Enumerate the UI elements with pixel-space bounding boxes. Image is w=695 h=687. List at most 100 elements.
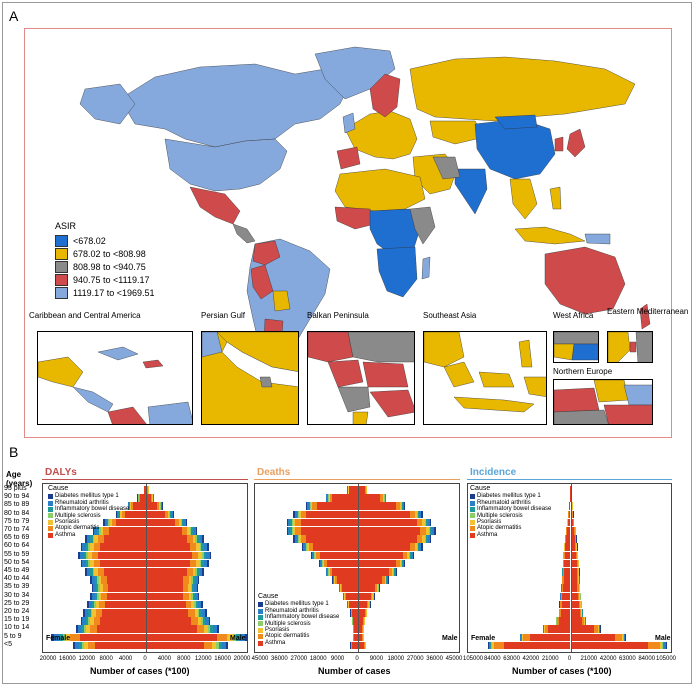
bar-female-segment — [94, 568, 98, 576]
legend-label: 940.75 to <1119.17 — [73, 274, 150, 285]
cause-legend-item: Rheumatoid arthritis — [258, 608, 339, 614]
bar-female-segment — [94, 535, 98, 543]
cause-legend-item: Asthma — [470, 532, 551, 538]
bar-male-segment — [421, 510, 423, 519]
cause-legend-title: Cause — [48, 485, 69, 492]
bar-male-segment — [576, 568, 579, 576]
bar-male-segment — [208, 617, 211, 625]
bar-male-segment — [662, 641, 664, 650]
bar-male-segment — [191, 576, 193, 584]
inset-northern-europe-map — [554, 380, 652, 424]
map-west-africa — [334, 206, 376, 230]
cause-swatch — [258, 614, 263, 620]
age-label: 60 to 64 — [4, 542, 30, 550]
bar-female-segment — [133, 502, 146, 510]
bar-female-segment — [349, 600, 358, 609]
bar-male-segment — [666, 641, 667, 650]
bar-male-segment — [384, 576, 386, 584]
bar-female-segment — [556, 617, 559, 625]
bar-female-segment — [96, 527, 100, 535]
bar-female-segment — [307, 502, 309, 510]
bar-female-segment — [91, 592, 95, 601]
bar-male-segment — [197, 576, 200, 584]
bar-female-segment — [109, 518, 112, 527]
bar-female-segment — [85, 617, 89, 625]
bar-female-segment — [301, 535, 307, 543]
bar-female-segment — [103, 518, 105, 527]
bar-female-segment — [103, 568, 146, 576]
cause-swatch — [258, 602, 263, 608]
bar-male-segment — [197, 592, 200, 601]
bar-female-segment — [321, 559, 322, 568]
bar-male-segment — [169, 510, 171, 519]
map-canada — [119, 63, 351, 148]
dalys-xlabel: Number of cases (*100) — [90, 666, 190, 676]
bar-male-segment — [570, 584, 578, 592]
bar-female-segment — [94, 576, 97, 584]
cause-legend-title: Cause — [258, 593, 279, 600]
bar-male-segment — [420, 527, 427, 535]
bar-female-segment — [94, 592, 97, 601]
bar-female-segment — [98, 592, 102, 601]
bar-male-segment — [403, 502, 405, 510]
bar-female-segment — [87, 535, 91, 543]
bar-female-segment — [311, 551, 313, 560]
bar-female-segment — [301, 527, 358, 535]
cause-swatch — [48, 519, 53, 525]
bar-male-segment — [421, 543, 423, 551]
bar-male-segment — [570, 559, 577, 568]
bar-female-segment — [299, 535, 302, 543]
bar-male-segment — [578, 600, 581, 609]
map-new-zealand — [639, 303, 651, 330]
bar-male-segment — [570, 625, 595, 633]
bar-male-segment — [199, 568, 203, 576]
x-tick-label: 105000 — [655, 656, 677, 662]
incidence-title: Incidence — [470, 467, 517, 478]
bar-male-segment — [389, 568, 393, 576]
bar-female-segment — [301, 543, 304, 551]
cause-label: Multiple sclerosis — [55, 512, 101, 519]
cause-label: Diabetes mellitus type 1 — [265, 601, 329, 608]
cause-legend-item: Asthma — [258, 640, 339, 646]
bar-female-segment — [562, 576, 564, 584]
bar-male-segment — [579, 609, 582, 617]
bar-female-segment — [310, 502, 313, 510]
bar-female-segment — [73, 641, 76, 650]
age-label: 50 to 54 — [4, 558, 30, 566]
bar-male-segment — [422, 535, 425, 543]
bar-male-segment — [574, 535, 576, 543]
bar-male-segment — [194, 584, 197, 592]
cause-legend: Cause Diabetes mellitus type 1 Rheumatoid … — [258, 593, 339, 646]
inset-eastern-med-map — [608, 332, 652, 362]
bar-male-segment — [146, 633, 218, 642]
bar-female-segment — [80, 551, 84, 560]
inset-title-caribbean: Caribbean and Central America — [29, 311, 141, 320]
bar-female-segment — [306, 502, 308, 510]
bar-male-segment — [358, 543, 410, 551]
bar-female-segment — [301, 518, 358, 527]
bar-female-segment — [100, 527, 104, 535]
bar-female-segment — [308, 502, 310, 510]
bar-female-segment — [65, 633, 71, 642]
bar-female-segment — [560, 600, 562, 609]
bar-male-segment — [191, 527, 194, 535]
zero-line — [570, 484, 571, 652]
bar-male-segment — [160, 502, 162, 510]
panel-a-maps: ASIR <678.02 678.02 to <808.98 808.98 to… — [24, 28, 688, 438]
bar-female-segment — [80, 617, 83, 625]
cause-label: Inflammatory bowel disease — [55, 506, 130, 513]
cause-swatch — [470, 526, 475, 532]
bar-female-segment — [288, 527, 291, 535]
bar-female-segment — [97, 568, 104, 576]
bar-male-segment — [146, 494, 152, 502]
bar-male-segment — [660, 641, 663, 650]
legend-swatch — [55, 260, 68, 273]
cause-legend-item: Inflammatory bowel disease — [48, 506, 129, 512]
bar-male-segment — [227, 633, 233, 642]
age-label: <5 — [4, 640, 12, 648]
bar-male-segment — [412, 551, 415, 560]
x-tick-label: 0 — [143, 656, 147, 662]
bar-male-segment — [418, 510, 420, 519]
bar-male-segment — [225, 641, 229, 650]
bar-male-segment — [146, 617, 192, 625]
